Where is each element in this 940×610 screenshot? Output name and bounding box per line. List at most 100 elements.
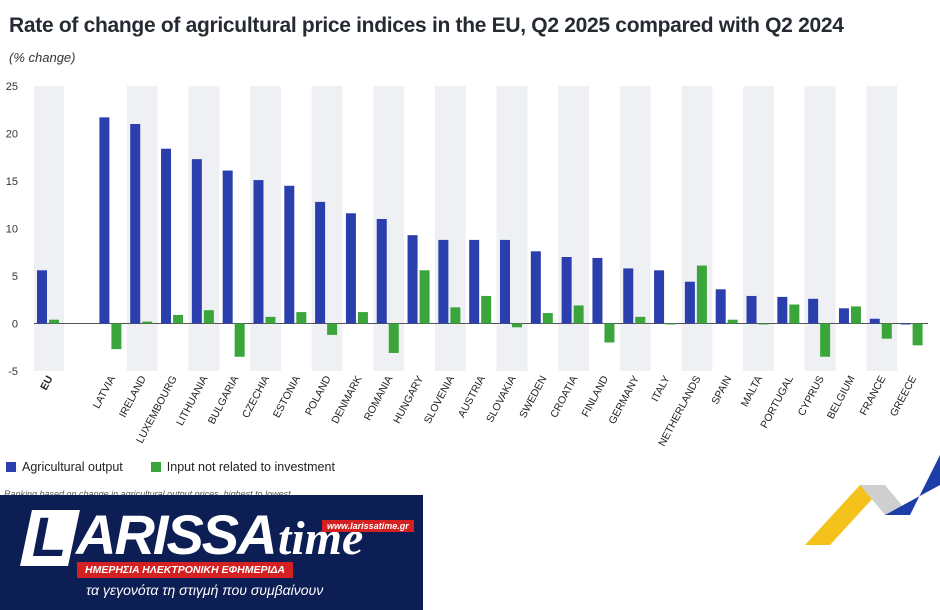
bar-netherlands-input bbox=[696, 265, 707, 324]
bar-france-input bbox=[881, 323, 892, 339]
y-tick-label: 10 bbox=[6, 224, 18, 236]
bar-croatia-output bbox=[561, 257, 572, 324]
x-tick-label: SLOVAKIA bbox=[484, 374, 519, 425]
column-band bbox=[619, 86, 651, 371]
bar-eu-output bbox=[37, 270, 47, 324]
bar-finland-input bbox=[604, 323, 615, 343]
column-band bbox=[743, 86, 774, 371]
chart-legend: Agricultural output Input not related to… bbox=[6, 460, 335, 474]
bar-spain-input bbox=[727, 319, 738, 324]
x-tick-label: BULGARIA bbox=[206, 374, 242, 427]
bar-austria-input bbox=[481, 295, 492, 324]
x-tick-label: MALTA bbox=[739, 374, 765, 409]
logo-slogan: τα γεγονότα τη στιγμή που συμβαίνουν bbox=[86, 582, 324, 598]
bar-bulgaria-output bbox=[222, 170, 233, 324]
bar-ireland-input bbox=[142, 321, 153, 324]
column-band bbox=[496, 86, 528, 371]
legend-label-input: Input not related to investment bbox=[166, 460, 335, 474]
bar-germany-output bbox=[623, 268, 634, 324]
bar-sweden-input bbox=[542, 313, 553, 324]
chart-subtitle: (% change) bbox=[9, 50, 76, 65]
bar-lithuania-input bbox=[203, 310, 214, 324]
bar-finland-output bbox=[592, 257, 603, 324]
x-tick-label: AUSTRIA bbox=[456, 374, 488, 420]
logo-letter: L bbox=[32, 505, 67, 568]
x-tick-label: ESTONIA bbox=[271, 374, 303, 420]
logo-url: www.larissatime.gr bbox=[322, 520, 414, 532]
bar-italy-input bbox=[666, 323, 677, 325]
x-tick-label: GERMANY bbox=[606, 374, 642, 427]
bar-czechia-output bbox=[253, 180, 264, 324]
decorative-chevron-graphic bbox=[805, 455, 940, 545]
bar-slovakia-output bbox=[500, 239, 510, 324]
legend-swatch-input bbox=[150, 462, 161, 472]
bar-estonia-output bbox=[284, 185, 295, 324]
larissatime-logo[interactable]: L ARISSA time www.larissatime.gr ΗΜΕΡΗΣΙ… bbox=[0, 495, 423, 610]
x-tick-label: LATVIA bbox=[91, 374, 118, 411]
legend-item-agricultural-output: Agricultural output bbox=[6, 460, 123, 474]
bar-cyprus-output bbox=[808, 298, 819, 324]
bar-bulgaria-input bbox=[234, 323, 245, 357]
y-tick-label: 20 bbox=[6, 129, 18, 141]
column-band bbox=[558, 86, 590, 371]
x-tick-label: ROMANIA bbox=[362, 374, 396, 423]
y-tick-label: 0 bbox=[12, 319, 18, 331]
x-tick-label: SLOVENIA bbox=[422, 374, 457, 426]
bar-denmark-output bbox=[345, 213, 356, 324]
bar-germany-input bbox=[635, 316, 646, 324]
x-tick-label: BELGIUM bbox=[825, 374, 858, 421]
x-tick-label: ITALY bbox=[649, 374, 673, 404]
bar-portugal-input bbox=[789, 304, 800, 324]
bar-luxembourg-input bbox=[173, 314, 184, 324]
bar-latvia-output bbox=[99, 117, 110, 324]
y-tick-label: 15 bbox=[6, 176, 18, 188]
y-tick-label: 25 bbox=[6, 81, 18, 93]
bar-hungary-output bbox=[407, 235, 418, 324]
x-tick-label: FRANCE bbox=[858, 374, 889, 418]
bar-greece-output bbox=[900, 323, 911, 325]
x-tick-label: SWEDEN bbox=[517, 374, 549, 420]
column-band bbox=[34, 86, 64, 371]
bar-malta-input bbox=[758, 323, 769, 325]
x-tick-label: SPAIN bbox=[709, 374, 734, 407]
bar-netherlands-output bbox=[684, 281, 695, 324]
x-tick-label: GREECE bbox=[888, 374, 919, 419]
x-tick-label: CROATIA bbox=[548, 374, 580, 420]
bar-croatia-input bbox=[573, 305, 584, 324]
x-tick-label: PORTUGAL bbox=[758, 374, 796, 431]
bar-austria-output bbox=[469, 239, 480, 324]
bar-spain-output bbox=[715, 289, 726, 324]
bar-poland-output bbox=[315, 201, 326, 324]
bar-france-output bbox=[869, 318, 880, 324]
bar-belgium-input bbox=[850, 306, 861, 324]
bar-slovenia-output bbox=[438, 239, 449, 324]
x-tick-label: LITHUANIA bbox=[174, 374, 210, 428]
x-tick-label: IRELAND bbox=[117, 373, 149, 419]
bar-greece-input bbox=[912, 323, 923, 346]
bar-denmark-input bbox=[357, 312, 368, 324]
logo-tagline: ΗΜΕΡΗΣΙΑ ΗΛΕΚΤΡΟΝΙΚΗ ΕΦΗΜΕΡΙΔΑ bbox=[77, 562, 294, 578]
bar-malta-output bbox=[746, 295, 757, 324]
bar-czechia-input bbox=[265, 316, 276, 324]
bar-lithuania-output bbox=[191, 159, 202, 324]
x-tick-label: DENMARK bbox=[329, 374, 364, 426]
legend-label-agricultural-output: Agricultural output bbox=[22, 460, 123, 474]
bar-slovakia-input bbox=[512, 323, 522, 328]
legend-swatch-agricultural-output bbox=[6, 462, 16, 472]
x-tick-label: POLAND bbox=[303, 373, 334, 417]
bar-poland-input bbox=[327, 323, 338, 335]
legend-item-input: Input not related to investment bbox=[150, 460, 335, 474]
y-tick-label: -5 bbox=[8, 366, 18, 378]
bar-romania-input bbox=[388, 323, 399, 353]
bar-estonia-input bbox=[296, 312, 307, 324]
x-tick-label: CYPRUS bbox=[796, 374, 827, 418]
bar-slovenia-input bbox=[450, 307, 461, 324]
bar-hungary-input bbox=[419, 270, 430, 324]
x-tick-label: HUNGARY bbox=[391, 374, 426, 426]
chart-footnote: Ranking based on change in agricultural … bbox=[4, 489, 294, 499]
bar-luxembourg-output bbox=[161, 148, 172, 324]
bar-cyprus-input bbox=[820, 323, 831, 357]
x-tick-label: CZECHIA bbox=[240, 374, 272, 420]
x-tick-label: EU bbox=[38, 374, 55, 393]
